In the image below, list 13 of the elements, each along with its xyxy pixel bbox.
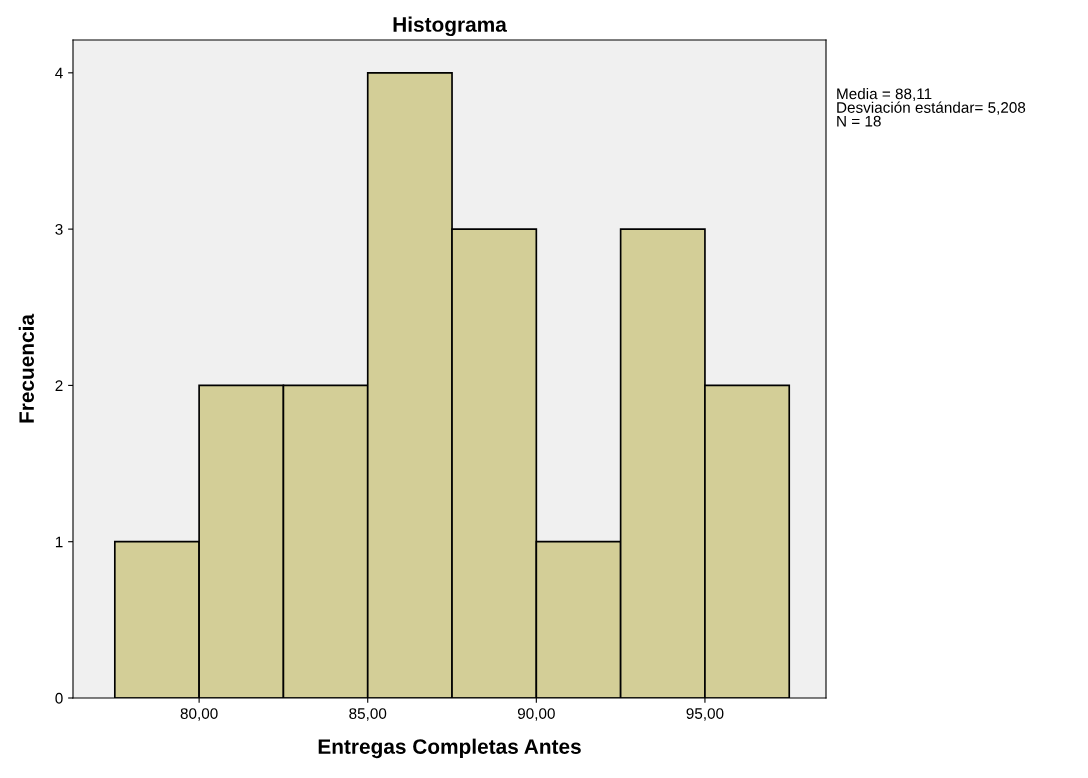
- x-tick-label: 95,00: [686, 708, 724, 721]
- y-tick-label: 1: [55, 536, 63, 548]
- x-axis-title: Entregas Completas Antes: [318, 738, 581, 759]
- y-axis-title: Frecuencia: [18, 313, 34, 423]
- y-tick-label: 4: [55, 67, 63, 79]
- x-tick-label: 85,00: [349, 708, 387, 721]
- y-tick-label: 0: [55, 692, 63, 704]
- y-tick-label: 2: [55, 380, 63, 391]
- x-tick-label: 80,00: [180, 708, 218, 721]
- x-tick-label: 90,00: [517, 708, 555, 721]
- text: Media = 88,11 Desviación estándar= 5,208 N = 18: [837, 88, 1026, 127]
- chart-title: Histograma: [393, 16, 507, 37]
- y-tick-label: 3: [55, 223, 63, 235]
